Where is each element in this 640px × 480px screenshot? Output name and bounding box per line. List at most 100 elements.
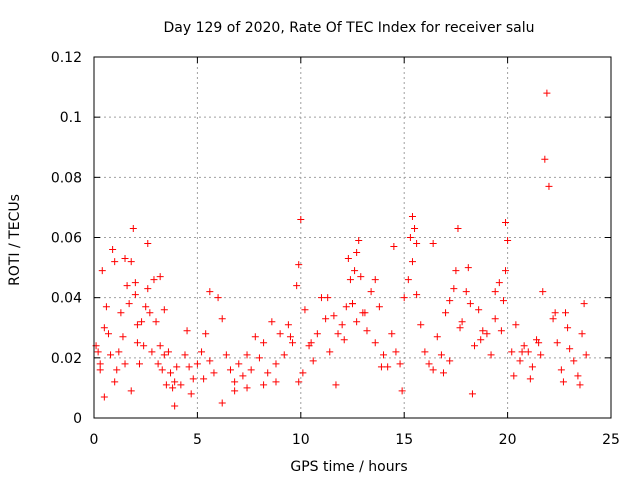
data-point [380, 351, 388, 359]
y-tick-label: 0 [73, 411, 82, 427]
data-point [539, 288, 547, 296]
data-point [541, 155, 549, 163]
data-point [264, 369, 272, 377]
data-point [332, 381, 340, 389]
data-point [251, 333, 259, 341]
data-point [154, 360, 162, 368]
data-point [502, 218, 510, 226]
data-point [206, 288, 214, 296]
data-point [152, 318, 160, 326]
data-point [243, 384, 251, 392]
data-point [167, 369, 175, 377]
data-point [349, 300, 356, 308]
data-point [502, 267, 510, 275]
data-point [142, 303, 150, 311]
data-point [477, 336, 485, 344]
data-point [425, 360, 433, 368]
data-point [344, 255, 352, 263]
data-point [408, 212, 416, 220]
y-tick-label: 0.12 [51, 50, 82, 66]
data-point [164, 348, 172, 356]
data-point [104, 330, 112, 338]
data-point [295, 378, 303, 386]
data-point [404, 276, 412, 284]
data-point [127, 258, 135, 266]
data-point [150, 276, 158, 284]
data-point [272, 360, 280, 368]
data-point [499, 297, 507, 305]
data-point [326, 348, 334, 356]
data-point [450, 285, 458, 293]
data-point [524, 348, 532, 356]
data-point [210, 369, 218, 377]
data-point [177, 381, 185, 389]
data-point [564, 324, 572, 332]
data-point [576, 381, 584, 389]
data-point [146, 309, 154, 317]
data-point [218, 315, 226, 323]
data-point [475, 306, 483, 314]
data-points [92, 89, 590, 410]
data-point [173, 363, 181, 371]
y-axis-label: ROTI / TECUs [7, 194, 23, 286]
data-point [557, 366, 565, 374]
data-point [371, 339, 379, 347]
data-point [160, 351, 168, 359]
data-point [508, 348, 516, 356]
data-point [471, 342, 479, 350]
data-point [578, 330, 586, 338]
data-point [437, 351, 445, 359]
data-point [400, 294, 408, 302]
data-point [442, 309, 450, 317]
data-point [280, 351, 288, 359]
data-point [322, 315, 330, 323]
data-point [247, 366, 255, 374]
data-point [351, 267, 359, 275]
data-point [198, 348, 206, 356]
data-point [324, 294, 332, 302]
data-point [545, 182, 553, 190]
data-point [454, 224, 462, 232]
data-point [117, 309, 125, 317]
data-point [388, 330, 396, 338]
data-point [156, 342, 164, 350]
data-point [98, 267, 106, 275]
data-point [334, 330, 342, 338]
data-point [297, 215, 305, 223]
data-point [129, 224, 137, 232]
data-point [456, 324, 464, 332]
data-point [462, 288, 470, 296]
chart-title: Day 129 of 2020, Rate Of TEC Index for r… [163, 20, 534, 36]
data-point [582, 351, 590, 359]
data-point [260, 339, 268, 347]
data-point [289, 339, 297, 347]
data-point [330, 312, 338, 320]
data-point [131, 279, 139, 287]
data-point [301, 306, 309, 314]
data-point [392, 348, 400, 356]
x-tick-label: 20 [499, 432, 517, 448]
data-point [115, 348, 123, 356]
data-point [371, 276, 379, 284]
y-tick-label: 0.02 [51, 351, 82, 367]
data-point [96, 360, 104, 368]
data-point [202, 330, 210, 338]
y-tick-label: 0.1 [60, 110, 82, 126]
data-point [466, 300, 474, 308]
data-point [187, 390, 195, 398]
data-point [158, 366, 166, 374]
axis-ticks: 0 5 10 15 20 25 0 0.02 0.04 0.06 0.08 0.1 0.12 [51, 50, 620, 448]
data-point [144, 285, 152, 293]
data-point [313, 330, 321, 338]
data-point [171, 402, 179, 410]
data-point [408, 258, 416, 266]
data-point [144, 240, 152, 248]
data-point [353, 249, 361, 257]
data-point [171, 378, 179, 386]
data-point [231, 387, 239, 395]
y-tick-label: 0.08 [51, 170, 82, 186]
data-point [218, 399, 226, 407]
data-point [295, 261, 303, 269]
data-point [566, 345, 574, 353]
data-point [148, 348, 156, 356]
